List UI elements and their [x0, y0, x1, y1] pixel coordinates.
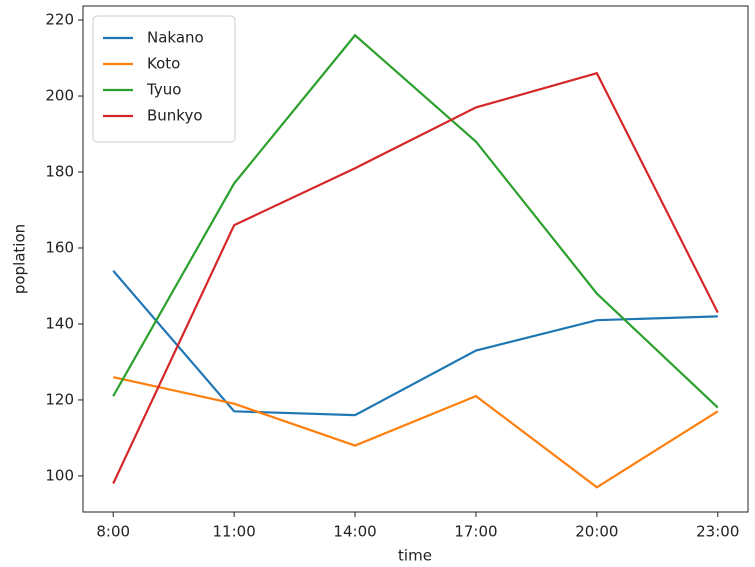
legend-label: Bunkyo: [147, 107, 203, 125]
y-tick-label: 100: [45, 466, 74, 484]
series-line: [112, 376, 719, 489]
x-axis-label: time: [398, 547, 432, 565]
y-axis-label: poplation: [11, 224, 29, 294]
legend-label: Nakano: [147, 29, 204, 47]
y-tick-label: 200: [45, 87, 74, 105]
x-tick-label: 17:00: [454, 523, 497, 541]
x-tick-label: 23:00: [696, 523, 739, 541]
x-tick-label: 20:00: [575, 523, 618, 541]
y-tick-label: 220: [45, 11, 74, 29]
y-tick-label: 180: [45, 163, 74, 181]
legend-box: [92, 15, 236, 143]
series-line: [112, 270, 718, 417]
y-tick-label: 120: [45, 390, 74, 408]
series-line: [112, 33, 719, 409]
series-line: [112, 71, 719, 484]
x-tick-label: 8:00: [96, 523, 130, 541]
y-tick-label: 140: [45, 314, 74, 332]
y-tick-label: 160: [45, 238, 74, 256]
x-tick-label: 11:00: [213, 523, 256, 541]
legend-label: Tyuo: [146, 81, 181, 99]
legend-label: Koto: [147, 55, 180, 73]
plot-frame: [82, 5, 749, 513]
x-tick-label: 14:00: [333, 523, 376, 541]
